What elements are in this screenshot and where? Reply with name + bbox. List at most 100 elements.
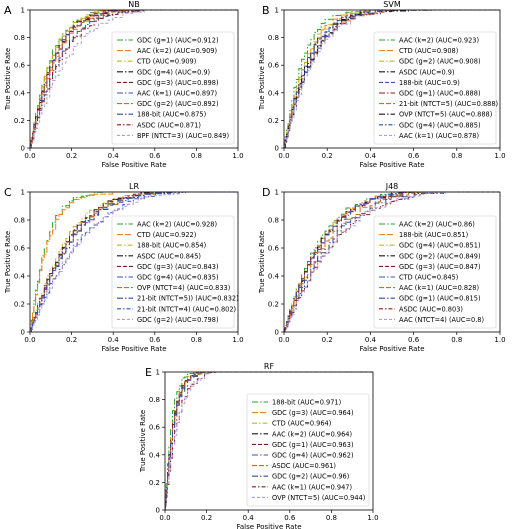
y-tick-label: 0.8 [149,396,160,404]
panel-title: J48 [385,182,399,191]
legend-label: GDC (g=1) (AUC=0.888) [399,90,481,98]
legend-label: CTD (AUC=0.909) [137,58,196,66]
y-tick-label: 0.2 [268,117,279,125]
x-tick-label: 0.8 [326,514,337,522]
x-tick-label: 1.0 [367,514,378,522]
legend-label: GDC (g=2) (AUC=0.96) [272,473,349,481]
plot-frame [283,191,501,333]
panel-letter: B [262,4,270,17]
panel-letter: C [4,186,12,199]
plot-frame [29,191,239,333]
y-axis-label: True Positive Rate [4,231,12,294]
panel-title: RF [264,362,275,371]
legend-label: 188-bit (AUC=0.854) [137,242,206,250]
roc-curve [30,9,238,148]
x-tick-label: 0.6 [149,336,161,344]
x-tick-label: 0.6 [284,514,296,522]
legend: 188-bit (AUC=0.971) GDC (g=3) (AUC=0.964)… [246,393,370,507]
legend-label: 188-bit (AUC=0.971) [272,399,341,407]
legend-label: CTD (AUC=0.964) [272,420,331,428]
plot-frame [283,9,501,149]
x-tick-label: 0.0 [278,152,289,160]
x-tick-label: 0.8 [451,336,462,344]
x-tick-label: 0.0 [24,336,35,344]
legend-label: GDC (g=2) (AUC=0.908) [399,58,481,66]
roc-curve [165,371,373,510]
x-tick-label: 0.8 [191,152,202,160]
legend-label: AAC (NTCT=4) (AUC=0.8) [399,316,484,324]
legend-label: AAC (k=2) (AUC=0.86) [399,221,475,229]
legend-label: AAC (k=2) (AUC=0.928) [137,221,217,229]
legend-label: AAC (k=1) (AUC=0.947) [272,483,352,491]
legend-label: GDC (g=1) (AUC=0.912) [137,37,219,45]
x-axis-label: False Positive Rate [101,161,166,169]
legend-label: ASDC (AUC=0.9) [399,68,455,76]
x-axis-label: False Positive Rate [359,345,424,353]
y-tick-label: 0.4 [268,89,280,97]
x-tick-label: 0.2 [322,336,333,344]
legend-label: BPF (NTCT=3) (AUC=0.849) [137,132,229,140]
plot-frame [164,371,374,511]
y-tick-label: 0.4 [149,451,161,459]
x-tick-label: 0.2 [66,152,77,160]
panel-a: A NB 0.0 0.2 0.4 0.6 0.8 1.0 0 0.2 0.4 0.6 0.8 1 False… [4,0,244,169]
roc-curve [30,191,238,332]
panel-title: SVM [383,0,401,9]
y-axis-label: True Positive Rate [139,410,147,473]
x-tick-label: 0.2 [201,514,212,522]
y-tick-label: 0.2 [149,479,160,487]
y-tick-label: 0.2 [14,301,25,309]
roc-curve [165,371,373,510]
legend-label: GDC (g=4) (AUC=0.835) [137,274,219,282]
legend-label: GDC (g=4) (AUC=0.962) [272,452,354,460]
legend-label: ASDC (AUC=0.871) [137,121,201,129]
panel-letter: A [4,4,12,17]
roc-curve [284,191,500,332]
panel-d: D J48 0.0 0.2 0.4 0.6 0.8 1.0 0 0.2 0.4 0.6 0.8 1 Fals… [258,182,506,353]
x-tick-label: 0.4 [108,336,120,344]
legend-label: AAC (k=1) (AUC=0.878) [399,132,479,140]
legend-label: GDC (g=2) (AUC=0.798) [137,316,219,324]
legend-label: CTD (AUC=0.922) [137,231,196,239]
y-tick-label: 0 [156,507,160,515]
x-tick-label: 1.0 [494,336,505,344]
y-tick-label: 0 [275,145,279,153]
y-tick-label: 0.4 [14,273,26,281]
x-tick-label: 1.0 [494,152,505,160]
x-tick-label: 0.2 [66,336,77,344]
legend-label: GDC (g=4) (AUC=0.885) [399,121,481,129]
legend: AAC (k=2) (AUC=0.923) CTD (AUC=0.908) GDC … [373,31,498,145]
legend: AAC (k=2) (AUC=0.928) CTD (AUC=0.922) 188-… [111,215,239,329]
curves [30,191,238,332]
legend-label: GDC (g=4) (AUC=0.851) [399,242,481,250]
panel-title: LR [129,182,139,191]
legend-label: AAC (k=1) (AUC=0.828) [399,284,479,292]
y-axis-label: True Positive Rate [258,231,266,294]
y-tick-label: 0.6 [14,62,26,70]
y-tick-label: 0 [21,329,25,337]
x-tick-label: 0.8 [451,152,462,160]
legend-box [373,31,497,145]
legend-label: AAC (k=2) (AUC=0.964) [272,430,352,438]
y-tick-label: 1 [275,7,279,15]
x-tick-label: 0.4 [243,514,255,522]
legend-label: OVP (NTCT=5) (AUC=0.888) [399,111,492,119]
y-tick-label: 1 [156,369,160,377]
y-axis-label: True Positive Rate [258,48,266,111]
panel-letter: D [262,186,270,199]
legend-label: CTD (AUC=0.908) [399,47,458,55]
panel-e: E RF 0.0 0.2 0.4 0.6 0.8 1.0 0 0.2 0.4 0.6 0.8 1 False… [139,362,379,529]
legend-label: GDC (g=2) (AUC=0.892) [137,100,219,108]
y-tick-label: 0.8 [268,34,279,42]
legend-label: GDC (g=3) (AUC=0.847) [399,263,481,271]
x-axis-label: False Positive Rate [359,161,424,169]
y-tick-label: 0.8 [268,217,279,225]
legend-label: 188-bit (AUC=0.875) [137,111,206,119]
legend-label: AAC (k=2) (AUC=0.923) [399,37,479,45]
x-tick-label: 0.4 [365,152,377,160]
legend-box [111,215,235,329]
legend-box [373,215,497,329]
legend-label: ASDC (AUC=0.845) [137,252,201,260]
panel-title: NB [128,0,139,9]
y-tick-label: 0.6 [268,62,280,70]
